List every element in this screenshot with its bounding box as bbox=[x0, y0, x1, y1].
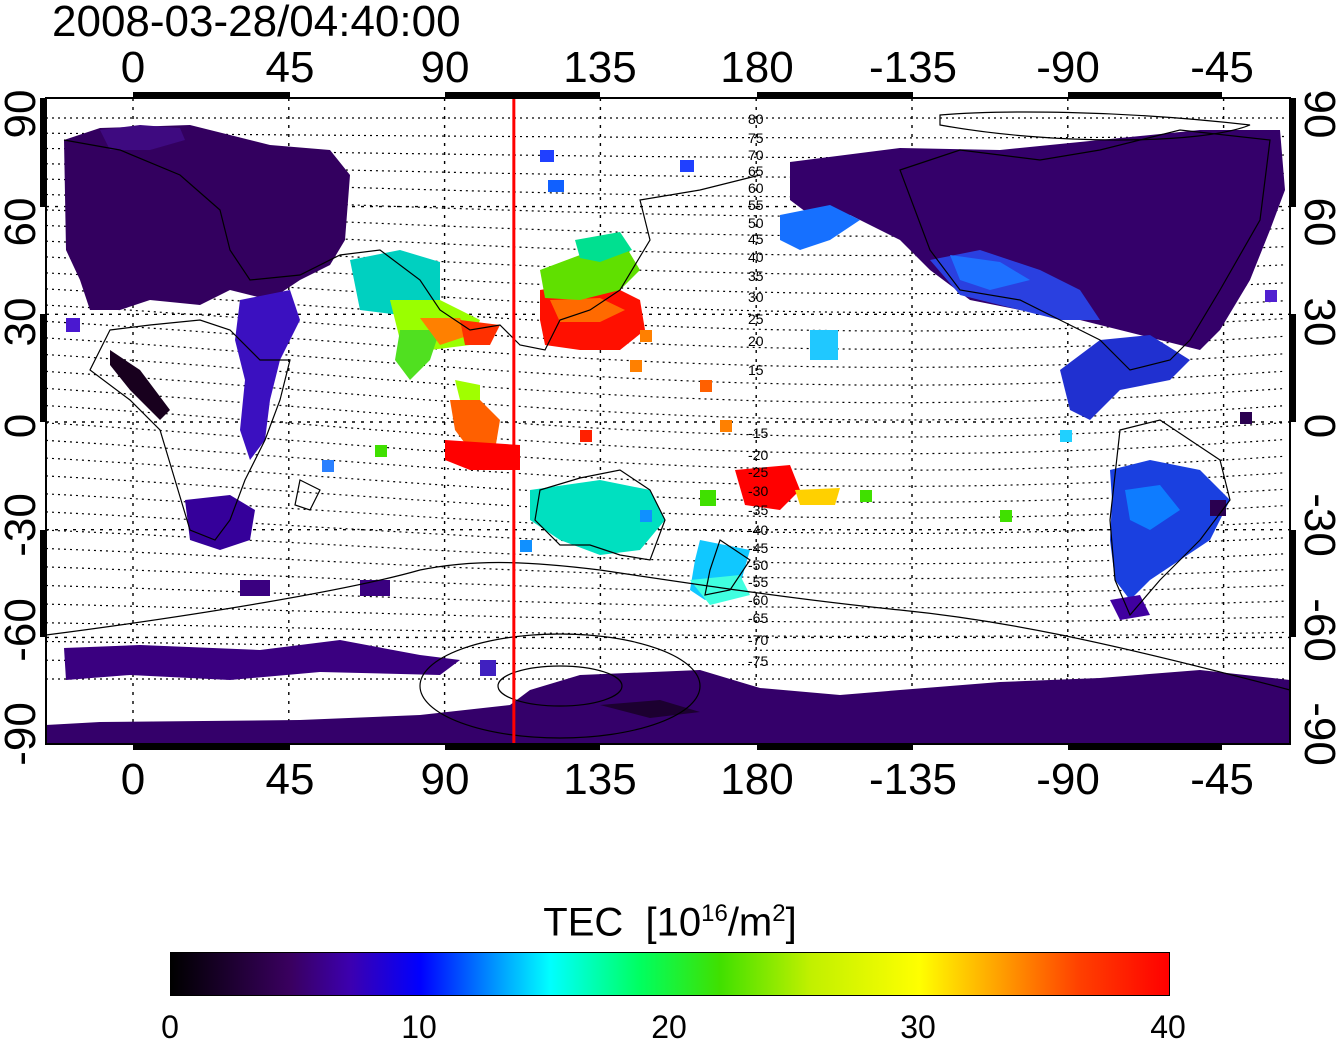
colorbar bbox=[170, 952, 1170, 996]
frame-tick-bars bbox=[40, 92, 1296, 750]
lon-tick-top: 90 bbox=[420, 43, 470, 92]
frame-tick-bar bbox=[40, 530, 46, 637]
frame-tick-bar bbox=[757, 92, 913, 98]
contour-label: 70 bbox=[748, 147, 764, 163]
lon-tick-bottom: 180 bbox=[720, 755, 794, 804]
frame-tick-bar bbox=[133, 92, 290, 98]
frame-tick-bar bbox=[757, 744, 913, 750]
contour-dotted-line bbox=[46, 584, 1287, 609]
contour-label: 15 bbox=[748, 362, 764, 378]
lon-tick-bottom: -90 bbox=[1036, 755, 1100, 804]
map-title: 2008-03-28/04:40:00 bbox=[52, 0, 461, 46]
lon-tick-bottom: -45 bbox=[1190, 755, 1254, 804]
contour-label: 50 bbox=[748, 215, 764, 231]
contour-label: -30 bbox=[748, 483, 768, 499]
contour-label: -20 bbox=[748, 447, 768, 463]
lon-tick-top: 0 bbox=[120, 43, 146, 92]
contour-dotted-line bbox=[46, 132, 1287, 139]
frame-tick-bar bbox=[40, 314, 46, 422]
frame-tick-bar bbox=[133, 744, 290, 750]
contour-dotted-line bbox=[46, 603, 1287, 623]
contour-label: 55 bbox=[748, 197, 764, 213]
contour-label: -65 bbox=[748, 610, 768, 626]
contour-label: -15 bbox=[748, 425, 768, 441]
colorbar-title: TEC [1016/m2] bbox=[543, 900, 797, 945]
lon-tick-top: -45 bbox=[1190, 43, 1254, 92]
contour-line bbox=[497, 665, 623, 707]
frame-tick-bar bbox=[1290, 530, 1296, 637]
contour-dotted-line bbox=[46, 622, 1287, 637]
contour-label: -50 bbox=[748, 557, 768, 573]
contour-dotted-line bbox=[46, 547, 1287, 580]
lon-tick-bottom: -135 bbox=[868, 755, 958, 804]
frame-tick-bar bbox=[1068, 92, 1222, 98]
frame-tick-bar bbox=[1068, 744, 1222, 750]
frame-tick-bar bbox=[445, 92, 600, 98]
lon-tick-top: -90 bbox=[1036, 43, 1100, 92]
contour-label: -45 bbox=[748, 540, 768, 556]
contour-label: 35 bbox=[748, 268, 764, 284]
contour-label: -55 bbox=[748, 574, 768, 590]
contour-label: -70 bbox=[748, 632, 768, 648]
contour-label: 80 bbox=[748, 111, 764, 127]
lon-tick-bottom: 0 bbox=[120, 755, 146, 804]
contour-label: 60 bbox=[748, 180, 764, 196]
frame-tick-bar bbox=[40, 98, 46, 207]
lon-tick-top: 135 bbox=[563, 43, 637, 92]
contour-label: 45 bbox=[748, 231, 764, 247]
contour-label: -60 bbox=[748, 592, 768, 608]
lon-tick-top: 180 bbox=[720, 43, 794, 92]
colorbar-tick: 40 bbox=[1150, 1009, 1186, 1045]
lon-tick-top: -135 bbox=[868, 43, 958, 92]
lon-tick-bottom: 135 bbox=[563, 755, 637, 804]
contour-label: -35 bbox=[748, 502, 768, 518]
contour-label: 30 bbox=[748, 289, 764, 305]
contour-label: -40 bbox=[748, 522, 768, 538]
contour-dotted-line bbox=[46, 659, 1287, 666]
tec-data-patches bbox=[46, 125, 1290, 744]
contour-dotted-line bbox=[46, 566, 1287, 594]
contour-label: -25 bbox=[748, 464, 768, 480]
contour-label: 25 bbox=[748, 311, 764, 327]
lon-tick-bottom: 45 bbox=[265, 755, 315, 804]
contour-label: 75 bbox=[748, 130, 764, 146]
contour-label: 40 bbox=[748, 249, 764, 265]
contour-line bbox=[419, 633, 701, 739]
frame-tick-bar bbox=[1290, 98, 1296, 207]
colorbar-tick: 0 bbox=[161, 1009, 179, 1045]
colorbar-tick: 20 bbox=[651, 1009, 687, 1045]
contour-label: 20 bbox=[748, 333, 764, 349]
contour-dotted-line bbox=[46, 640, 1287, 652]
coastlines bbox=[63, 111, 1271, 617]
lon-tick-top: 45 bbox=[265, 43, 315, 92]
colorbar-tick: 10 bbox=[401, 1009, 437, 1045]
colorbar-tick: 30 bbox=[900, 1009, 936, 1045]
contour-label: -75 bbox=[748, 653, 768, 669]
frame-tick-bar bbox=[445, 744, 600, 750]
lon-tick-bottom: 90 bbox=[420, 755, 470, 804]
contour-label: 65 bbox=[748, 163, 764, 179]
contour-line bbox=[46, 561, 1290, 691]
frame-tick-bar bbox=[1290, 314, 1296, 422]
